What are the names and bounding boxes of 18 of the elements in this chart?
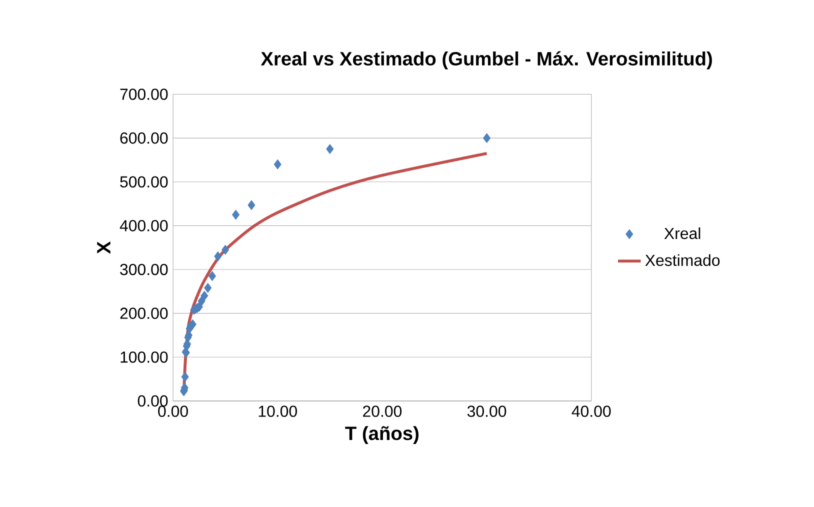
x-tick-label: 20.00 bbox=[363, 406, 402, 417]
y-tick-label: 600.00 bbox=[120, 132, 168, 144]
y-tick-label: 500.00 bbox=[120, 176, 168, 188]
y-tick-label: 0.00 bbox=[138, 395, 168, 407]
y-tick-label: 400.00 bbox=[120, 220, 168, 232]
y-tick-label: 300.00 bbox=[120, 264, 168, 276]
x-tick-label: 10.00 bbox=[258, 406, 297, 417]
y-tick-label: 700.00 bbox=[120, 88, 168, 100]
x-tick-label: 40.00 bbox=[572, 406, 611, 417]
x-tick-label: 30.00 bbox=[467, 406, 506, 417]
y-axis-title: X bbox=[97, 241, 110, 254]
x-tick-label: 0.00 bbox=[158, 406, 188, 417]
x-axis-title: T (años) bbox=[345, 426, 418, 444]
y-tick-label: 200.00 bbox=[120, 308, 168, 319]
legend-label: Xreal bbox=[664, 227, 700, 240]
legend-label: Xestimado bbox=[645, 254, 720, 266]
chart-title: Xreal vs Xestimado (Gumbel - Máx. Verosimilitud) bbox=[260, 51, 712, 70]
y-tick-label: 100.00 bbox=[120, 352, 168, 363]
